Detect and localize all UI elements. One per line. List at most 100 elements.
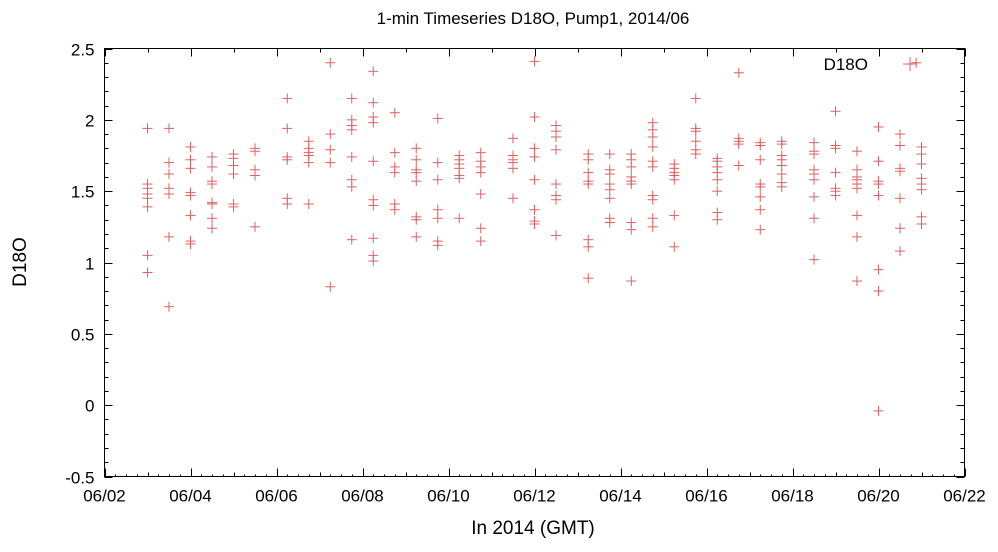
data-point <box>346 93 357 104</box>
x-tick-label: 06/12 <box>513 487 556 506</box>
data-point <box>228 160 239 171</box>
data-point <box>207 151 217 162</box>
data-point <box>529 111 540 122</box>
x-tick-label: 06/06 <box>255 487 298 506</box>
data-point <box>626 224 637 235</box>
data-point <box>583 167 594 178</box>
data-point <box>475 167 486 178</box>
data-point <box>916 184 927 195</box>
data-point <box>432 204 443 215</box>
data-point <box>529 218 540 229</box>
data-point <box>647 194 658 205</box>
data-point <box>647 141 658 152</box>
data-point <box>647 131 658 142</box>
data-point <box>142 267 153 278</box>
data-point <box>809 137 819 148</box>
y-tick-label: 0 <box>85 397 94 416</box>
x-tick-label: 06/04 <box>169 487 212 506</box>
data-point <box>895 193 905 204</box>
data-point <box>669 174 680 185</box>
data-point <box>776 160 787 171</box>
data-point <box>916 159 927 170</box>
data-point <box>895 166 905 177</box>
data-point <box>776 169 787 180</box>
data-point <box>529 174 540 185</box>
data-point <box>755 191 766 202</box>
data-point <box>690 149 701 160</box>
x-tick-label: 06/22 <box>943 487 986 506</box>
data-point <box>895 223 905 234</box>
data-point <box>551 194 561 205</box>
data-point <box>325 144 336 155</box>
data-point <box>282 93 293 104</box>
data-point <box>228 169 239 180</box>
data-point <box>604 169 615 180</box>
data-point <box>551 179 561 190</box>
data-point <box>830 106 841 117</box>
data-point <box>142 250 153 261</box>
data-point <box>325 157 336 168</box>
x-tick-label: 06/08 <box>341 487 384 506</box>
data-point <box>583 273 594 284</box>
legend: D18O <box>824 55 917 74</box>
data-point <box>647 221 658 232</box>
data-point <box>207 223 217 234</box>
data-point <box>303 199 314 210</box>
data-point <box>368 117 379 128</box>
y-tick-label: 2.5 <box>71 41 95 60</box>
data-point <box>733 139 744 150</box>
data-point <box>529 204 540 215</box>
data-point <box>411 176 422 187</box>
data-point <box>508 193 518 204</box>
data-point <box>250 146 260 157</box>
x-tick-label: 06/14 <box>599 487 642 506</box>
plot-frame <box>104 48 965 477</box>
data-point <box>389 167 400 178</box>
x-tick-label: 06/18 <box>771 487 814 506</box>
data-point <box>809 213 819 224</box>
data-point <box>303 157 314 168</box>
data-point <box>368 156 379 167</box>
data-point <box>185 238 196 249</box>
data-point <box>604 184 615 195</box>
data-point <box>164 301 174 312</box>
data-point <box>346 124 357 135</box>
data-point <box>551 131 561 142</box>
data-point <box>164 189 174 200</box>
data-point <box>809 191 819 202</box>
data-point <box>475 236 486 247</box>
data-point <box>185 163 196 174</box>
data-point <box>475 223 486 234</box>
data-point <box>852 210 862 221</box>
data-point <box>830 167 841 178</box>
data-point <box>895 129 905 140</box>
data-point <box>830 143 841 154</box>
data-point <box>207 161 217 172</box>
data-point <box>432 240 443 251</box>
data-point <box>368 233 379 244</box>
data-point <box>164 169 174 180</box>
data-point <box>873 156 884 167</box>
data-point <box>712 174 723 185</box>
data-point <box>228 201 239 212</box>
y-tick-label: 1 <box>85 255 94 274</box>
data-point <box>282 199 293 210</box>
data-point <box>873 405 884 416</box>
data-point <box>508 163 518 174</box>
data-point <box>873 179 884 190</box>
data-point <box>809 174 819 185</box>
data-point <box>475 147 486 158</box>
y-tick-label: 0.5 <box>71 326 95 345</box>
data-point <box>809 254 819 265</box>
data-point <box>454 213 465 224</box>
data-point <box>389 147 400 158</box>
data-point <box>809 149 819 160</box>
data-point <box>142 123 153 134</box>
data-point <box>250 170 260 181</box>
y-tick-label: 2 <box>85 112 94 131</box>
data-point <box>895 140 905 151</box>
data-point <box>755 154 766 165</box>
data-point <box>142 193 153 204</box>
data-point <box>712 186 723 197</box>
data-point <box>411 143 422 154</box>
